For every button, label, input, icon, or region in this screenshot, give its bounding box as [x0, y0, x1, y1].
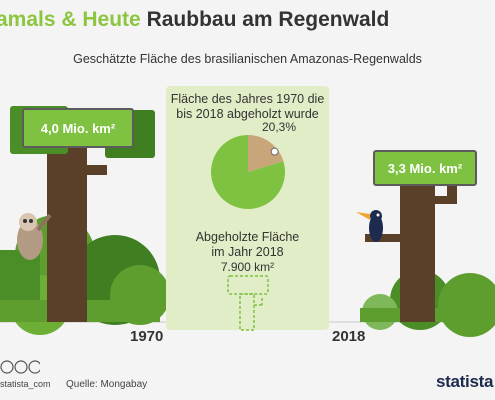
- bush-2018-mid: [438, 273, 495, 337]
- title-accent: amals & Heute: [0, 8, 141, 31]
- source-label: Quelle: Mongabay: [66, 379, 148, 390]
- deforested-title-line1: Abgeholzte Fläche: [195, 230, 300, 244]
- toucan-icon: [356, 210, 383, 242]
- pie-slice-0: [248, 135, 284, 172]
- branch-2018-right: [433, 196, 455, 204]
- site-label: statista_com: [0, 379, 51, 389]
- subtitle: Geschätzte Fläche des brasilianischen Am…: [73, 52, 422, 66]
- year-2018: 2018: [332, 328, 366, 345]
- label-1970: 4,0 Mio. km²: [22, 108, 134, 148]
- nd-icon: [28, 360, 40, 374]
- trunk-1970: [47, 130, 87, 322]
- by-icon: [14, 360, 28, 374]
- sloth-icon: [17, 213, 52, 260]
- deforested-value: 7.900 km²: [220, 260, 275, 274]
- pie-slice-label: 20,3%: [262, 120, 297, 134]
- branch-1970: [85, 165, 107, 175]
- trunk-2018: [400, 175, 435, 322]
- branch-2018-up: [447, 185, 457, 204]
- deforested-title: Abgeholzte Fläche im Jahr 2018: [166, 230, 329, 260]
- branch-2018-left: [365, 234, 403, 242]
- deforested-title-line2: im Jahr 2018: [211, 245, 284, 259]
- pie-slice-marker: [270, 147, 279, 156]
- tree-2018-illustration: [356, 175, 495, 337]
- pie-slice-1: [210, 135, 286, 210]
- deforested-tree-icon: [227, 275, 269, 331]
- chart-title: amals & Heute Raubbau am Regenwald: [0, 8, 389, 32]
- pie-title-line2: bis 2018 abgeholzt wurde: [176, 107, 319, 121]
- pie-title-line1: Fläche des Jahres 1970 die: [170, 92, 325, 106]
- license-icons: [0, 360, 40, 374]
- year-1970: 1970: [130, 328, 164, 345]
- cc-icon: [0, 360, 14, 374]
- statista-logo: statista: [436, 372, 494, 391]
- title-rest: Raubbau am Regenwald: [146, 8, 390, 31]
- pie-chart: [210, 135, 286, 210]
- pie-title: Fläche des Jahres 1970 die bis 2018 abge…: [166, 92, 329, 122]
- label-2018: 3,3 Mio. km²: [373, 150, 477, 186]
